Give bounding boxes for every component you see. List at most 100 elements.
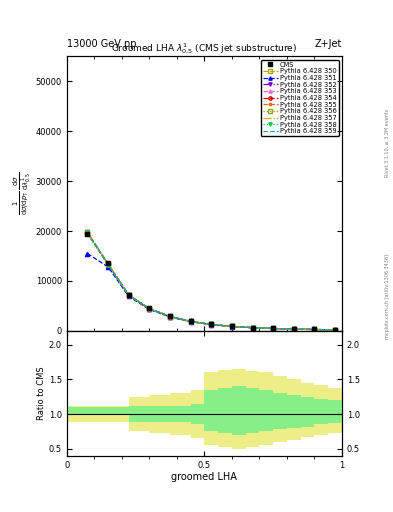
Line: Pythia 6.428 356: Pythia 6.428 356 xyxy=(85,230,337,332)
CMS xyxy=(168,313,173,319)
Pythia 6.428 358 xyxy=(85,230,90,237)
CMS xyxy=(85,230,90,237)
Pythia 6.428 359 xyxy=(312,327,317,333)
Pythia 6.428 358 xyxy=(188,318,193,325)
Pythia 6.428 358 xyxy=(127,292,131,298)
Pythia 6.428 355 xyxy=(106,261,110,267)
Pythia 6.428 351 xyxy=(230,324,234,330)
Pythia 6.428 351 xyxy=(271,326,275,332)
Pythia 6.428 353 xyxy=(292,326,296,332)
Pythia 6.428 359 xyxy=(106,261,110,267)
Pythia 6.428 359 xyxy=(271,326,275,332)
Pythia 6.428 356 xyxy=(85,229,90,235)
Pythia 6.428 352 xyxy=(168,313,173,319)
Pythia 6.428 352 xyxy=(147,306,152,312)
Pythia 6.428 350 xyxy=(271,326,275,332)
Pythia 6.428 357 xyxy=(85,230,90,236)
Pythia 6.428 354 xyxy=(188,318,193,325)
Pythia 6.428 358 xyxy=(106,262,110,268)
Pythia 6.428 354 xyxy=(230,324,234,330)
Pythia 6.428 351 xyxy=(106,264,110,270)
Pythia 6.428 352 xyxy=(127,292,131,298)
Pythia 6.428 351 xyxy=(292,326,296,332)
Pythia 6.428 352 xyxy=(209,322,214,328)
Pythia 6.428 357 xyxy=(106,261,110,267)
Pythia 6.428 353 xyxy=(312,327,317,333)
Pythia 6.428 353 xyxy=(85,230,90,236)
Pythia 6.428 354 xyxy=(292,326,296,332)
Pythia 6.428 353 xyxy=(333,327,338,333)
Pythia 6.428 353 xyxy=(147,306,152,312)
Pythia 6.428 358 xyxy=(292,326,296,332)
Text: 13000 GeV pp: 13000 GeV pp xyxy=(67,38,136,49)
Line: Pythia 6.428 357: Pythia 6.428 357 xyxy=(87,233,335,330)
Pythia 6.428 351 xyxy=(85,250,90,257)
Pythia 6.428 357 xyxy=(271,326,275,332)
Pythia 6.428 350 xyxy=(188,318,193,325)
Pythia 6.428 353 xyxy=(188,318,193,325)
Pythia 6.428 350 xyxy=(106,262,110,268)
Pythia 6.428 355 xyxy=(209,322,214,328)
Pythia 6.428 354 xyxy=(333,327,338,333)
Line: Pythia 6.428 353: Pythia 6.428 353 xyxy=(85,231,337,332)
Pythia 6.428 358 xyxy=(147,306,152,312)
Pythia 6.428 359 xyxy=(85,230,90,236)
Pythia 6.428 357 xyxy=(188,318,193,325)
Pythia 6.428 350 xyxy=(209,322,214,328)
CMS xyxy=(312,327,317,333)
X-axis label: groomed LHA: groomed LHA xyxy=(171,472,237,482)
Pythia 6.428 351 xyxy=(147,306,152,312)
Pythia 6.428 358 xyxy=(333,327,338,333)
Pythia 6.428 357 xyxy=(127,292,131,298)
Pythia 6.428 359 xyxy=(230,324,234,330)
Pythia 6.428 355 xyxy=(292,326,296,332)
Pythia 6.428 355 xyxy=(127,292,131,298)
Pythia 6.428 359 xyxy=(147,306,152,312)
Pythia 6.428 356 xyxy=(127,292,131,298)
CMS xyxy=(209,322,214,328)
Pythia 6.428 351 xyxy=(312,327,317,333)
Pythia 6.428 352 xyxy=(230,324,234,330)
Pythia 6.428 351 xyxy=(333,327,338,333)
Pythia 6.428 354 xyxy=(271,326,275,332)
Pythia 6.428 352 xyxy=(85,229,90,235)
Pythia 6.428 358 xyxy=(168,313,173,319)
Pythia 6.428 354 xyxy=(209,322,214,328)
Pythia 6.428 357 xyxy=(292,326,296,332)
Pythia 6.428 353 xyxy=(168,313,173,319)
Text: mcplots.cern.ch [arXiv:1306.3436]: mcplots.cern.ch [arXiv:1306.3436] xyxy=(385,254,389,339)
Pythia 6.428 352 xyxy=(333,327,338,333)
Pythia 6.428 356 xyxy=(209,322,214,328)
Pythia 6.428 359 xyxy=(209,322,214,328)
Pythia 6.428 350 xyxy=(85,230,90,237)
Pythia 6.428 357 xyxy=(230,324,234,330)
Pythia 6.428 352 xyxy=(188,318,193,325)
Pythia 6.428 359 xyxy=(333,327,338,333)
Pythia 6.428 357 xyxy=(250,325,255,331)
Pythia 6.428 350 xyxy=(312,327,317,333)
Pythia 6.428 356 xyxy=(271,326,275,332)
Pythia 6.428 357 xyxy=(147,306,152,312)
Pythia 6.428 356 xyxy=(106,261,110,267)
Line: Pythia 6.428 351: Pythia 6.428 351 xyxy=(85,251,337,332)
Pythia 6.428 351 xyxy=(127,293,131,300)
Pythia 6.428 356 xyxy=(333,327,338,333)
CMS xyxy=(250,325,255,331)
Pythia 6.428 351 xyxy=(168,314,173,320)
Pythia 6.428 358 xyxy=(230,324,234,330)
Pythia 6.428 357 xyxy=(312,327,317,333)
Pythia 6.428 354 xyxy=(127,292,131,298)
Pythia 6.428 350 xyxy=(292,326,296,332)
Y-axis label: Ratio to CMS: Ratio to CMS xyxy=(37,367,46,420)
Pythia 6.428 355 xyxy=(271,326,275,332)
Pythia 6.428 350 xyxy=(147,306,152,312)
CMS xyxy=(127,292,131,298)
Pythia 6.428 351 xyxy=(250,325,255,331)
Pythia 6.428 355 xyxy=(312,327,317,333)
Pythia 6.428 358 xyxy=(271,326,275,332)
Pythia 6.428 355 xyxy=(147,306,152,312)
Pythia 6.428 355 xyxy=(230,324,234,330)
CMS xyxy=(147,305,152,311)
Pythia 6.428 352 xyxy=(312,327,317,333)
Pythia 6.428 350 xyxy=(230,324,234,330)
